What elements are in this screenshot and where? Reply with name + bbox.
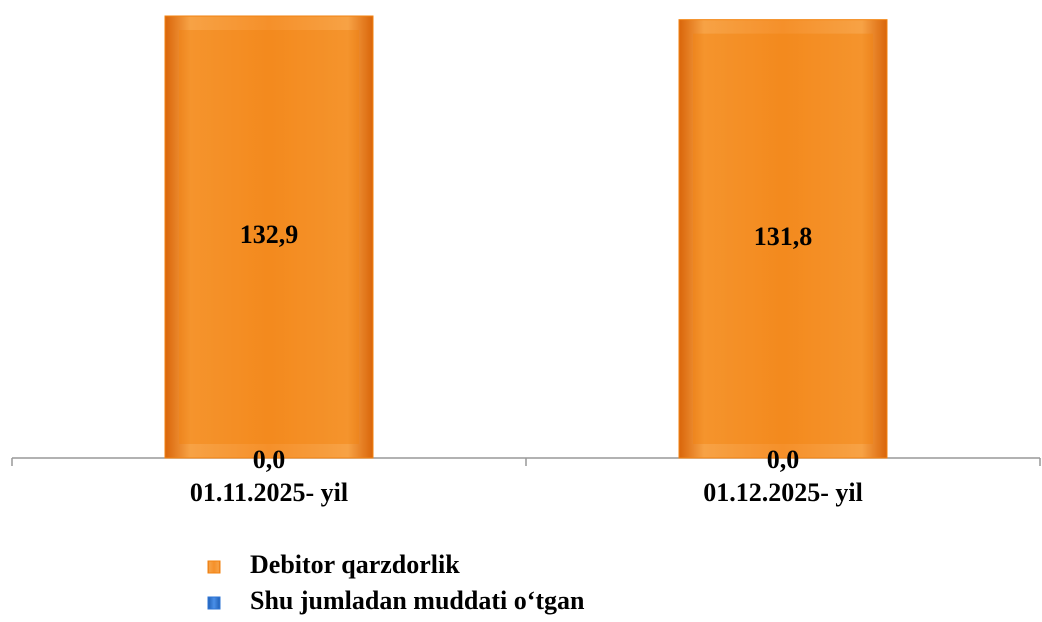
x-tick-label: 01.12.2025- yil [703, 478, 863, 507]
bar-bevel [179, 30, 359, 444]
data-label: 0,0 [253, 445, 286, 474]
data-label: 131,8 [754, 222, 813, 251]
legend-label: Shu jumladan muddati o‘tgan [250, 586, 585, 615]
data-label: 0,0 [767, 445, 800, 474]
bar-bevel [693, 33, 873, 445]
legend-label: Debitor qarzdorlik [250, 550, 460, 579]
bar [678, 19, 888, 459]
legend-swatch [207, 560, 221, 574]
legend-swatch [207, 596, 221, 610]
data-label: 132,9 [240, 220, 299, 249]
x-tick-label: 01.11.2025- yil [190, 478, 348, 507]
bar [164, 15, 374, 459]
